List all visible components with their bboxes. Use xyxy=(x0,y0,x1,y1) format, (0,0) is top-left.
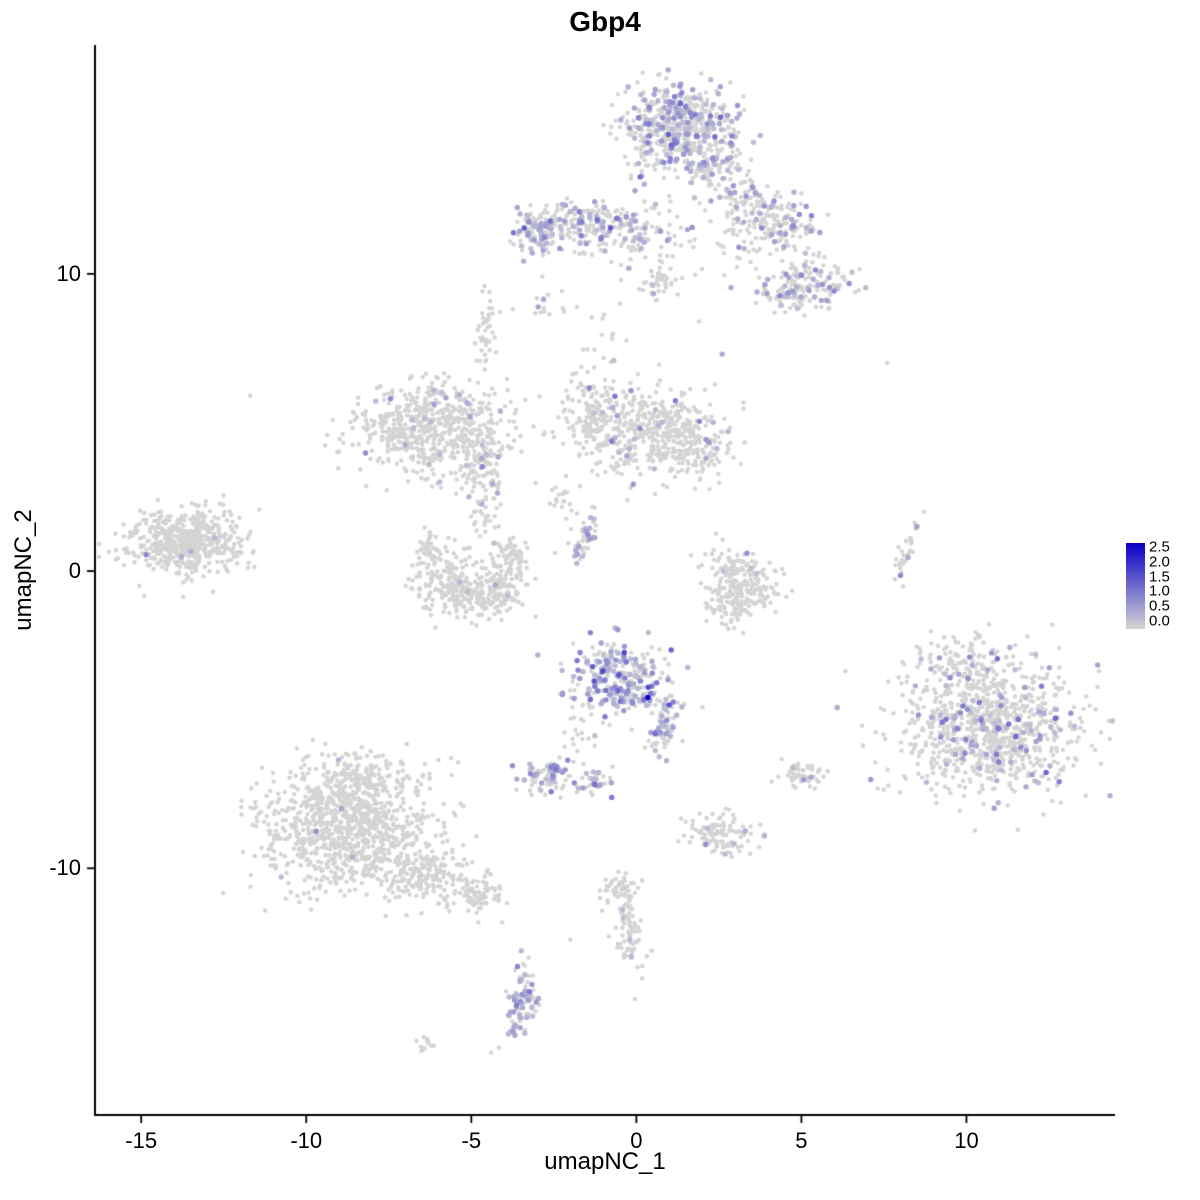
x-tick-label: 5 xyxy=(795,1128,808,1153)
plot-title: Gbp4 xyxy=(569,6,641,37)
legend-tick-label: 1.0 xyxy=(1149,582,1170,600)
expression-legend: 2.5 2.0 1.5 1.0 0.5 0.0 xyxy=(1126,538,1196,638)
x-tick-label: -5 xyxy=(461,1128,482,1153)
y-tick-label: 10 xyxy=(56,260,81,286)
y-axis-label: umapNC_2 xyxy=(10,509,37,631)
legend-tick-label: 0.0 xyxy=(1149,612,1170,630)
x-axis-label: umapNC_1 xyxy=(544,1148,666,1175)
x-tick-label: 0 xyxy=(630,1128,643,1153)
legend-tick-label: 0.5 xyxy=(1149,597,1170,615)
legend-labels: 2.5 2.0 1.5 1.0 0.5 0.0 xyxy=(1149,538,1194,638)
x-tick-label: -10 xyxy=(290,1128,323,1153)
y-tick-label: 0 xyxy=(68,558,81,584)
x-tick-label: 10 xyxy=(954,1128,979,1153)
legend-tick-label: 2.0 xyxy=(1149,553,1170,571)
x-tick-label: -15 xyxy=(125,1128,158,1153)
legend-tick-label: 1.5 xyxy=(1149,568,1170,586)
y-tick-label: -10 xyxy=(49,855,81,881)
legend-colorbar xyxy=(1126,543,1145,629)
legend-tick-label: 2.5 xyxy=(1149,538,1170,556)
